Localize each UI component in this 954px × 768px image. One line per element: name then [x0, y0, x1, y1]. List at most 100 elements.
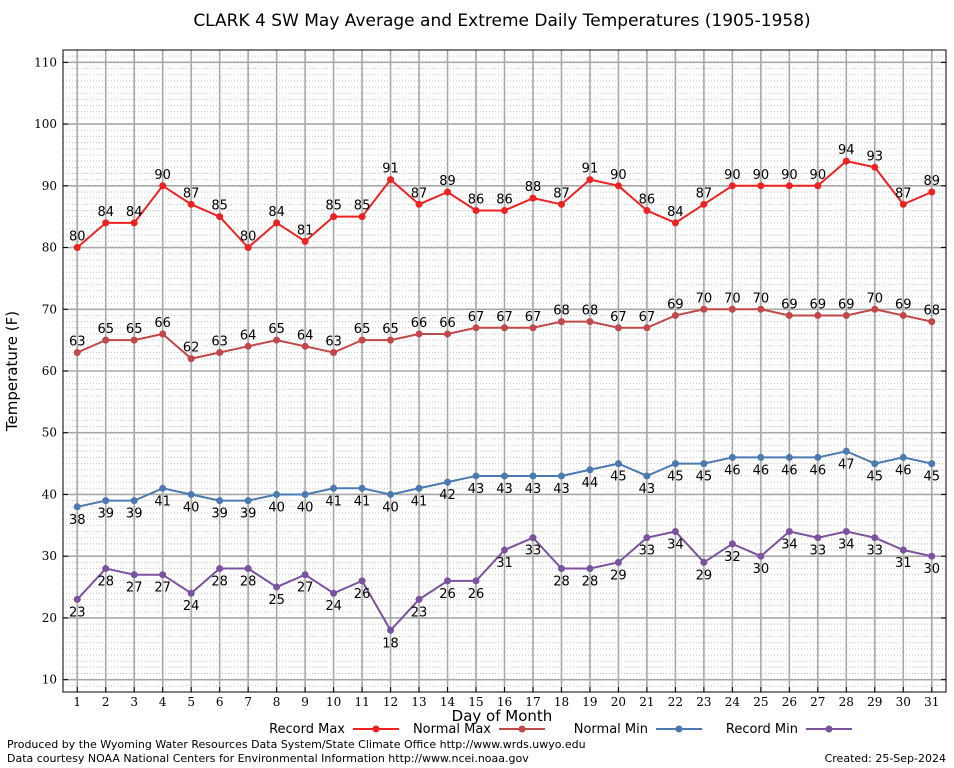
normal-min-point: [785, 453, 793, 461]
normal-min-point: [586, 466, 594, 474]
record-max-data-label: 87: [183, 186, 200, 201]
normal-max-point: [899, 311, 907, 319]
record-min-point: [244, 565, 252, 573]
x-tick-label: 24: [725, 695, 741, 709]
normal-min-data-label: 43: [553, 482, 570, 497]
x-tick-label: 17: [525, 695, 540, 709]
normal-min-point: [358, 484, 366, 492]
record-min-point: [444, 577, 452, 585]
record-min-data-label: 32: [724, 550, 741, 565]
record-min-data-label: 28: [97, 575, 114, 590]
normal-max-data-label: 67: [468, 310, 485, 325]
normal-min-data-label: 40: [183, 500, 200, 515]
record-min-point: [614, 558, 622, 566]
normal-max-data-label: 65: [354, 322, 371, 337]
normal-max-point: [671, 311, 679, 319]
y-tick-label: 80: [42, 241, 57, 255]
normal-max-data-label: 70: [724, 291, 741, 306]
record-min-point: [501, 546, 508, 554]
normal-min-point: [301, 490, 309, 498]
record-min-data-label: 34: [838, 538, 855, 553]
record-max-point: [557, 200, 565, 208]
normal-min-point: [102, 497, 110, 505]
normal-max-point: [700, 305, 708, 313]
record-min-data-label: 24: [325, 599, 342, 614]
normal-max-point: [529, 324, 537, 332]
record-max-data-label: 81: [297, 223, 314, 238]
normal-max-point: [586, 318, 594, 326]
record-max-point: [273, 219, 281, 227]
normal-max-point: [159, 330, 167, 338]
record-max-point: [671, 219, 679, 227]
normal-max-point: [301, 342, 309, 350]
x-tick-label: 9: [301, 695, 309, 709]
normal-min-data-label: 46: [895, 463, 912, 478]
data-labels: 80 84 84 90 87 85 80 84 81 85 85 91 87 89 86 86 88 87 91 90…: [69, 143, 940, 651]
record-min-point: [301, 571, 309, 579]
record-max-data-label: 87: [553, 186, 570, 201]
footer-courtesy: Data courtesy NOAA National Centers for …: [7, 752, 529, 765]
normal-min-point: [842, 447, 850, 455]
record-min-point: [586, 565, 594, 573]
y-tick-label: 30: [42, 549, 57, 563]
normal-min-data-label: 46: [724, 463, 741, 478]
record-max-data-label: 87: [895, 186, 912, 201]
record-max-data-label: 93: [867, 149, 884, 164]
x-tick-label: 26: [782, 695, 797, 709]
record-min-data-label: 26: [354, 587, 371, 602]
normal-max-data-label: 69: [895, 297, 912, 312]
x-tick-label: 5: [187, 695, 195, 709]
record-max-point: [187, 200, 195, 208]
normal-max-data-label: 63: [211, 334, 228, 349]
record-min-point: [757, 552, 765, 560]
normal-min-point: [130, 497, 138, 505]
normal-min-point: [643, 472, 651, 480]
x-axis-label: Day of Month: [452, 707, 553, 725]
normal-min-point: [700, 460, 708, 468]
x-tick-label: 15: [468, 695, 483, 709]
record-max-data-label: 90: [610, 168, 627, 183]
record-min-point: [700, 558, 708, 566]
normal-min-data-label: 41: [154, 494, 171, 509]
record-max-point: [842, 157, 850, 165]
record-min-point: [557, 565, 565, 573]
normal-max-data-label: 67: [496, 310, 513, 325]
record-max-point: [358, 213, 366, 221]
normal-min-data-label: 40: [382, 500, 399, 515]
normal-max-data-label: 65: [126, 322, 143, 337]
record-max-point: [472, 207, 480, 214]
record-max-data-label: 85: [211, 199, 228, 214]
normal-max-point: [358, 336, 366, 344]
record-max-point: [814, 182, 822, 190]
legend-label-normal-min: Normal Min: [574, 722, 648, 737]
record-min-point: [643, 534, 651, 542]
legend-label-record-max: Record Max: [269, 722, 345, 737]
record-max-data-label: 84: [667, 205, 684, 220]
normal-min-data-label: 43: [468, 482, 485, 497]
x-tick-label: 11: [354, 695, 369, 709]
x-tick-label: 23: [696, 695, 711, 709]
x-tick-label: 16: [497, 695, 512, 709]
normal-max-data-label: 64: [297, 328, 314, 343]
normal-max-point: [216, 348, 224, 356]
normal-max-point: [928, 318, 936, 326]
record-max-data-label: 86: [496, 193, 513, 208]
record-max-point: [387, 176, 395, 184]
record-min-data-label: 33: [867, 544, 884, 559]
normal-min-point: [928, 460, 936, 468]
normal-min-data-label: 40: [268, 500, 285, 515]
y-tick-label: 20: [42, 611, 57, 625]
normal-max-point: [73, 348, 81, 356]
record-max-point: [928, 188, 936, 196]
record-max-point: [330, 213, 338, 221]
record-min-point: [415, 595, 423, 603]
normal-min-point: [501, 472, 508, 480]
record-max-point: [501, 207, 508, 214]
record-max-data-label: 87: [411, 186, 428, 201]
normal-max-data-label: 69: [810, 297, 827, 312]
legend-marker-normal-min: [675, 725, 683, 733]
record-max-data-label: 90: [781, 168, 798, 183]
footer-created: Created: 25-Sep-2024: [825, 752, 946, 765]
